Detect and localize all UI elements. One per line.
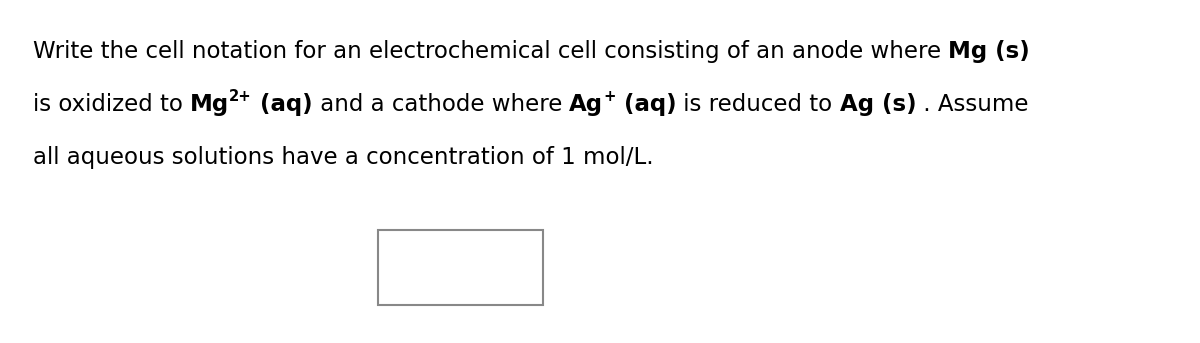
Text: Ag: Ag — [569, 93, 604, 116]
Text: (aq): (aq) — [616, 93, 677, 116]
Text: Ag (s): Ag (s) — [840, 93, 917, 116]
Text: Mg: Mg — [190, 93, 229, 116]
Text: and a cathode where: and a cathode where — [313, 93, 569, 116]
Text: 2+: 2+ — [229, 89, 252, 104]
Text: Write the cell notation for an electrochemical cell consisting of an anode where: Write the cell notation for an electroch… — [34, 40, 948, 63]
Text: . Assume: . Assume — [917, 93, 1028, 116]
Text: is reduced to: is reduced to — [677, 93, 840, 116]
Text: is oxidized to: is oxidized to — [34, 93, 190, 116]
Text: +: + — [604, 89, 616, 104]
Text: all aqueous solutions have a concentration of 1 mol/L.: all aqueous solutions have a concentrati… — [34, 146, 654, 169]
Text: (aq): (aq) — [252, 93, 313, 116]
Text: Mg (s): Mg (s) — [948, 40, 1030, 63]
